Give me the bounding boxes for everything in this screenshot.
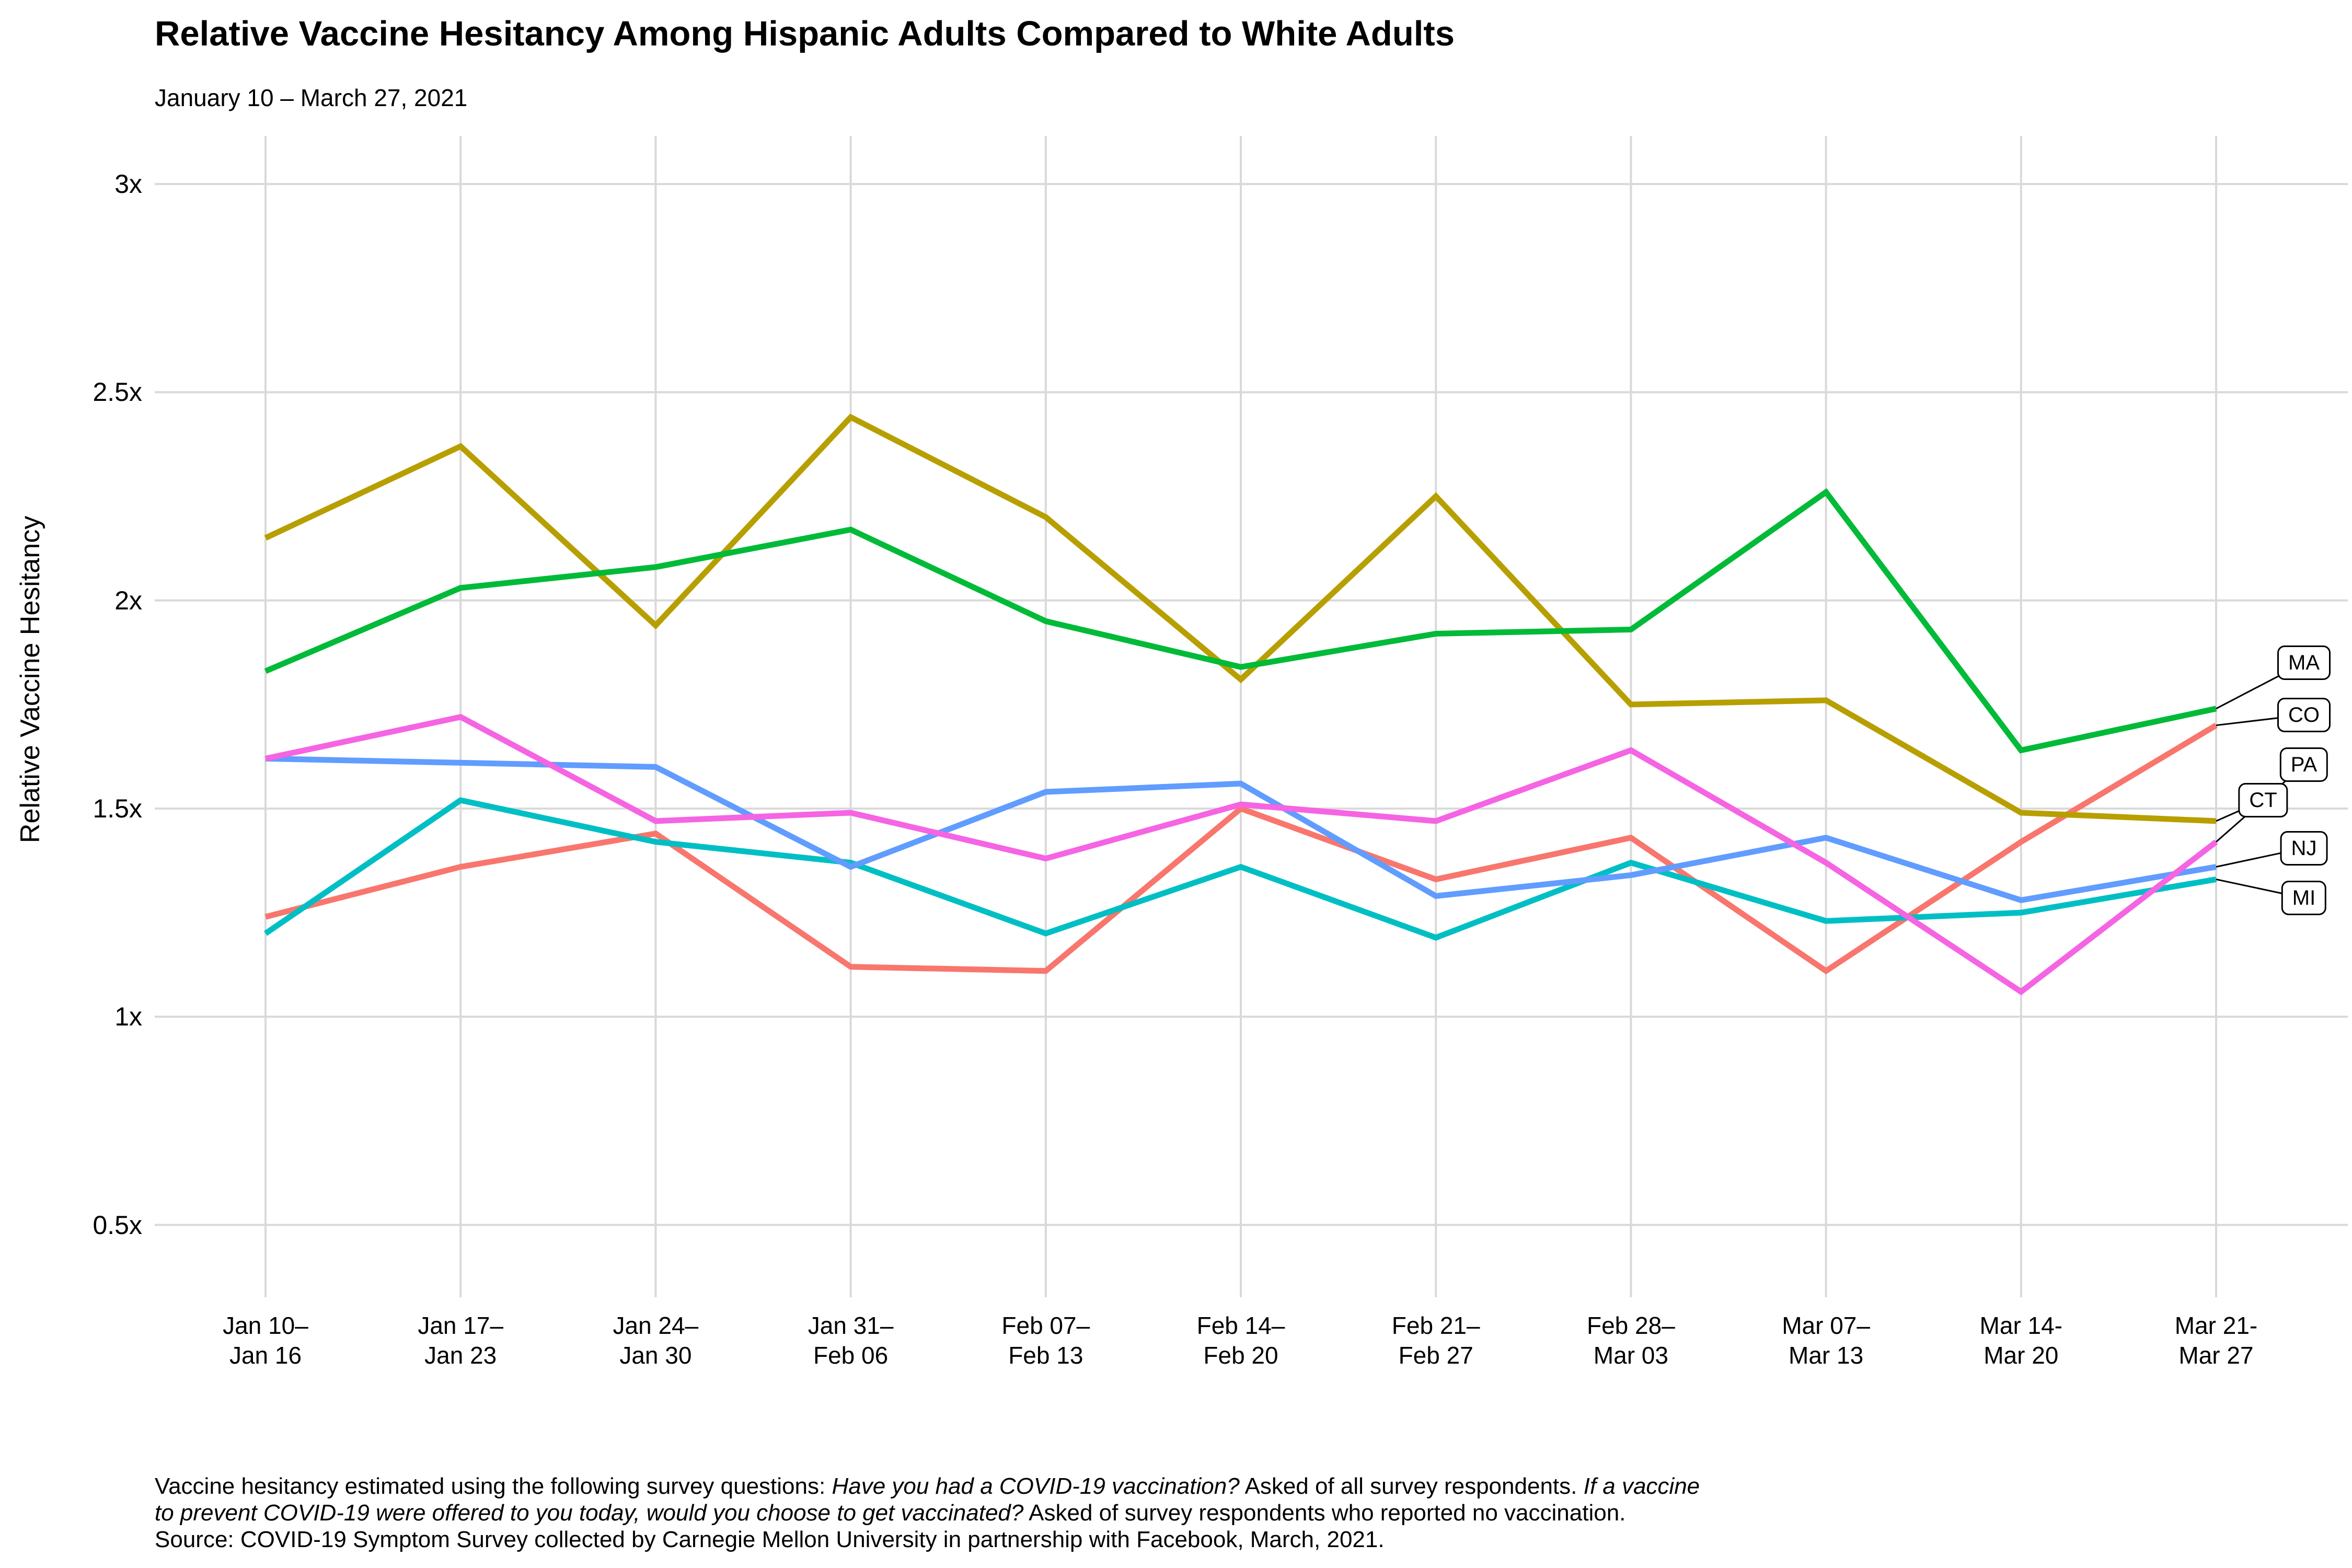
x-tick-label-week-2: Jan 17– Jan 23 [372, 1311, 549, 1370]
series-end-label-MA: MA [2277, 645, 2331, 681]
y-tick-label-1.5x: 1.5x [93, 794, 142, 823]
x-tick-line2: Jan 16 [229, 1342, 302, 1369]
x-tick-label-week-11: Mar 21- Mar 27 [2127, 1311, 2305, 1370]
footnote-segment-italic: If a vaccine [1583, 1473, 1700, 1499]
x-tick-line2: Jan 23 [424, 1342, 497, 1369]
footnote-segment: Vaccine hesitancy estimated using the fo… [155, 1473, 832, 1499]
chart-title: Relative Vaccine Hesitancy Among Hispani… [155, 14, 1455, 53]
x-tick-line1: Jan 24– [613, 1312, 699, 1339]
series-end-label-NJ: NJ [2280, 831, 2328, 866]
x-tick-line1: Feb 07– [1001, 1312, 1090, 1339]
x-tick-line1: Feb 21– [1391, 1312, 1480, 1339]
footnote-segment: Asked of survey respondents who reported… [1023, 1500, 1626, 1526]
series-end-label-CO: CO [2277, 697, 2331, 732]
y-tick-label-2.5x: 2.5x [93, 377, 142, 407]
y-tick-label-3x: 3x [114, 169, 142, 199]
series-line-NJ [265, 755, 2217, 903]
y-tick-label-1x: 1x [114, 1002, 142, 1032]
x-tick-label-week-1: Jan 10– Jan 16 [177, 1311, 354, 1370]
x-tick-line1: Feb 14– [1196, 1312, 1285, 1339]
footnote-segment: Asked of all survey respondents. [1239, 1473, 1584, 1499]
series-line-MA [264, 488, 2217, 754]
caption-footnote: Vaccine hesitancy estimated using the fo… [155, 1473, 1700, 1553]
y-tick-label-2x: 2x [114, 585, 142, 615]
x-tick-line1: Jan 17– [418, 1312, 504, 1339]
footnote-segment-italic: to prevent COVID-19 were offered to you … [155, 1500, 1024, 1526]
footnote-line: Vaccine hesitancy estimated using the fo… [155, 1473, 1700, 1500]
footnote-segment-italic: Have you had a COVID-19 vaccination? [832, 1473, 1240, 1499]
x-tick-label-week-10: Mar 14- Mar 20 [1932, 1311, 2110, 1370]
x-tick-label-week-8: Feb 28– Mar 03 [1542, 1311, 1720, 1370]
x-tick-line1: Jan 10– [223, 1312, 308, 1339]
x-tick-line1: Jan 31– [808, 1312, 894, 1339]
series-end-label-PA: PA [2279, 747, 2328, 782]
x-tick-line2: Feb 13 [1008, 1342, 1083, 1369]
series-line-MI [263, 797, 2217, 941]
x-tick-line1: Mar 21- [2174, 1312, 2258, 1339]
x-tick-label-week-5: Feb 07– Feb 13 [957, 1311, 1135, 1370]
footnote-line: to prevent COVID-19 were offered to you … [155, 1500, 1700, 1526]
x-tick-label-week-3: Jan 24– Jan 30 [567, 1311, 744, 1370]
x-tick-line1: Mar 14- [1979, 1312, 2063, 1339]
x-tick-label-week-4: Jan 31– Feb 06 [762, 1311, 940, 1370]
series-end-label-MI: MI [2281, 881, 2327, 916]
x-tick-line1: Feb 28– [1586, 1312, 1675, 1339]
series-line-CO [264, 722, 2218, 975]
chart-subtitle: January 10 – March 27, 2021 [155, 84, 468, 111]
y-tick-label-0.5x: 0.5x [93, 1210, 142, 1240]
source-note-line: Source: COVID-19 Symptom Survey collecte… [155, 1526, 1700, 1553]
x-tick-line2: Mar 03 [1593, 1342, 1668, 1369]
x-tick-label-week-9: Mar 07– Mar 13 [1737, 1311, 1915, 1370]
series-line-PA [264, 713, 2218, 996]
x-tick-line2: Mar 27 [2178, 1342, 2254, 1369]
x-tick-line2: Feb 06 [813, 1342, 889, 1369]
x-tick-line2: Jan 30 [619, 1342, 692, 1369]
footnote-segment: Source: COVID-19 Symptom Survey collecte… [155, 1527, 1385, 1552]
x-tick-line2: Feb 20 [1203, 1342, 1278, 1369]
x-tick-line2: Feb 27 [1398, 1342, 1473, 1369]
x-tick-line2: Mar 20 [1984, 1342, 2059, 1369]
x-tick-line1: Mar 07– [1782, 1312, 1870, 1339]
x-tick-label-week-6: Feb 14– Feb 20 [1152, 1311, 1330, 1370]
series-end-label-CT: CT [2238, 783, 2288, 818]
x-tick-line2: Mar 13 [1789, 1342, 1864, 1369]
series-line-CT [264, 413, 2217, 824]
x-tick-label-week-7: Feb 21– Feb 27 [1347, 1311, 1525, 1370]
